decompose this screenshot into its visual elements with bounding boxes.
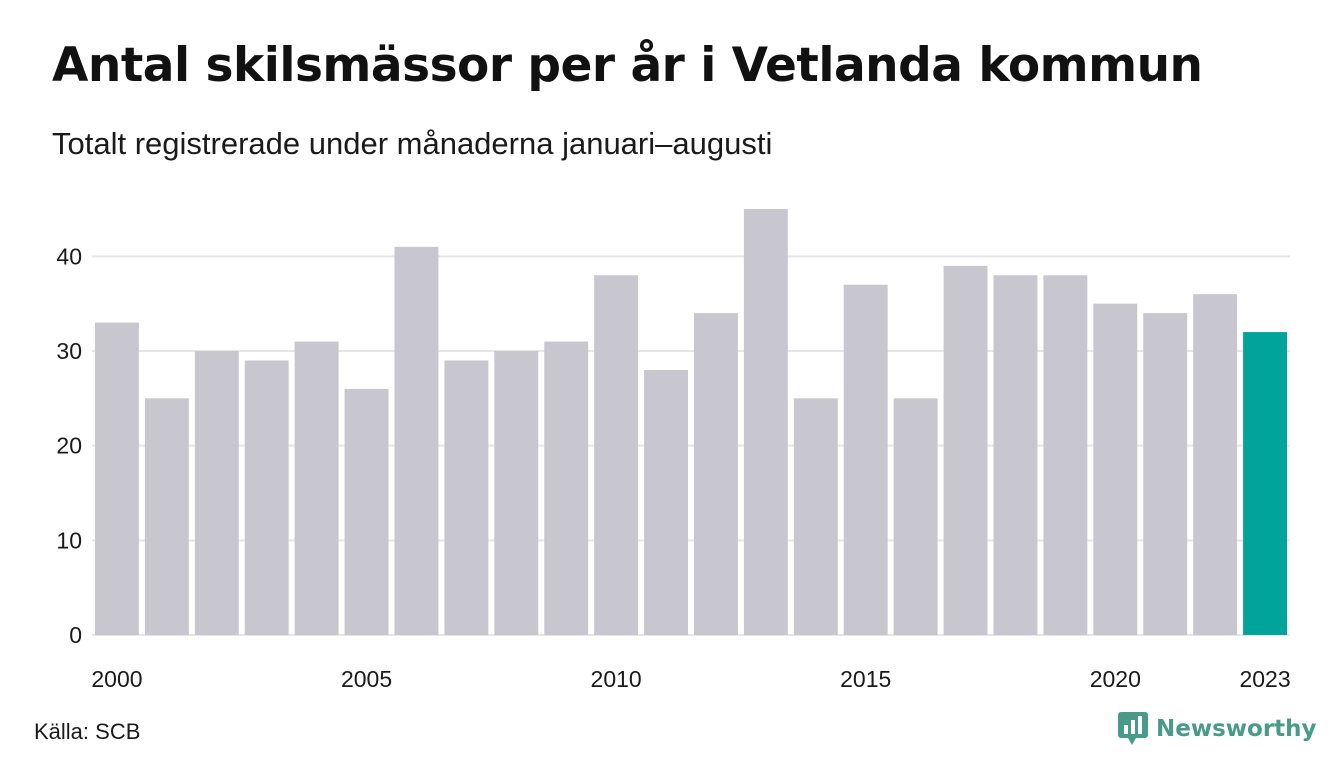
bar-2022 [1193,294,1238,635]
bar-2012 [694,313,738,635]
bar-2019 [1043,275,1088,635]
bar-2001 [144,398,189,635]
bar-2023 [1243,332,1287,635]
brand-logo: Newsworthy [1118,712,1317,746]
bar-2020 [1093,303,1138,635]
x-tick-label: 2020 [1090,666,1141,692]
bar-2015 [843,284,888,635]
y-tick-label: 10 [56,527,82,553]
bar-2021 [1143,313,1188,635]
bar-2009 [544,341,589,635]
bar-2014 [793,398,838,635]
bar-2004 [294,341,339,635]
bar-2006 [394,246,439,635]
bar-2005 [344,388,389,635]
y-axis-ticks: 0 10 20 30 40 [56,243,82,648]
y-tick-label: 30 [56,338,82,364]
bar-2008 [494,351,539,635]
x-tick-label: 2000 [91,666,142,692]
grid-lines [92,255,1290,636]
chart-subtitle: Totalt registrerade under månaderna janu… [52,126,773,161]
y-tick-label: 40 [56,243,82,269]
bars [95,209,1287,635]
y-tick-label: 20 [56,433,82,459]
bar-2000 [95,322,139,635]
x-tick-label: 2005 [341,666,392,692]
x-axis-ticks: 2000 2005 2010 2015 2020 2023 [91,666,1290,692]
y-tick-label: 0 [69,622,82,648]
bar-2018 [993,275,1038,635]
bar-2002 [194,351,239,635]
bar-2016 [893,398,938,635]
chart-title: Antal skilsmässor per år i Vetlanda komm… [52,38,1203,93]
source-note: Källa: SCB [34,719,141,744]
bar-2003 [244,360,289,635]
bar-2011 [644,369,688,635]
x-tick-label: 2015 [840,666,891,692]
brand-name: Newsworthy [1156,716,1317,742]
bar-2007 [444,360,489,635]
x-tick-label: 2010 [591,666,642,692]
newsworthy-logo-icon [1118,712,1148,745]
x-tick-label: 2023 [1239,666,1290,692]
bar-2013 [743,209,788,635]
bar-2017 [943,265,988,635]
bar-2010 [594,275,639,635]
